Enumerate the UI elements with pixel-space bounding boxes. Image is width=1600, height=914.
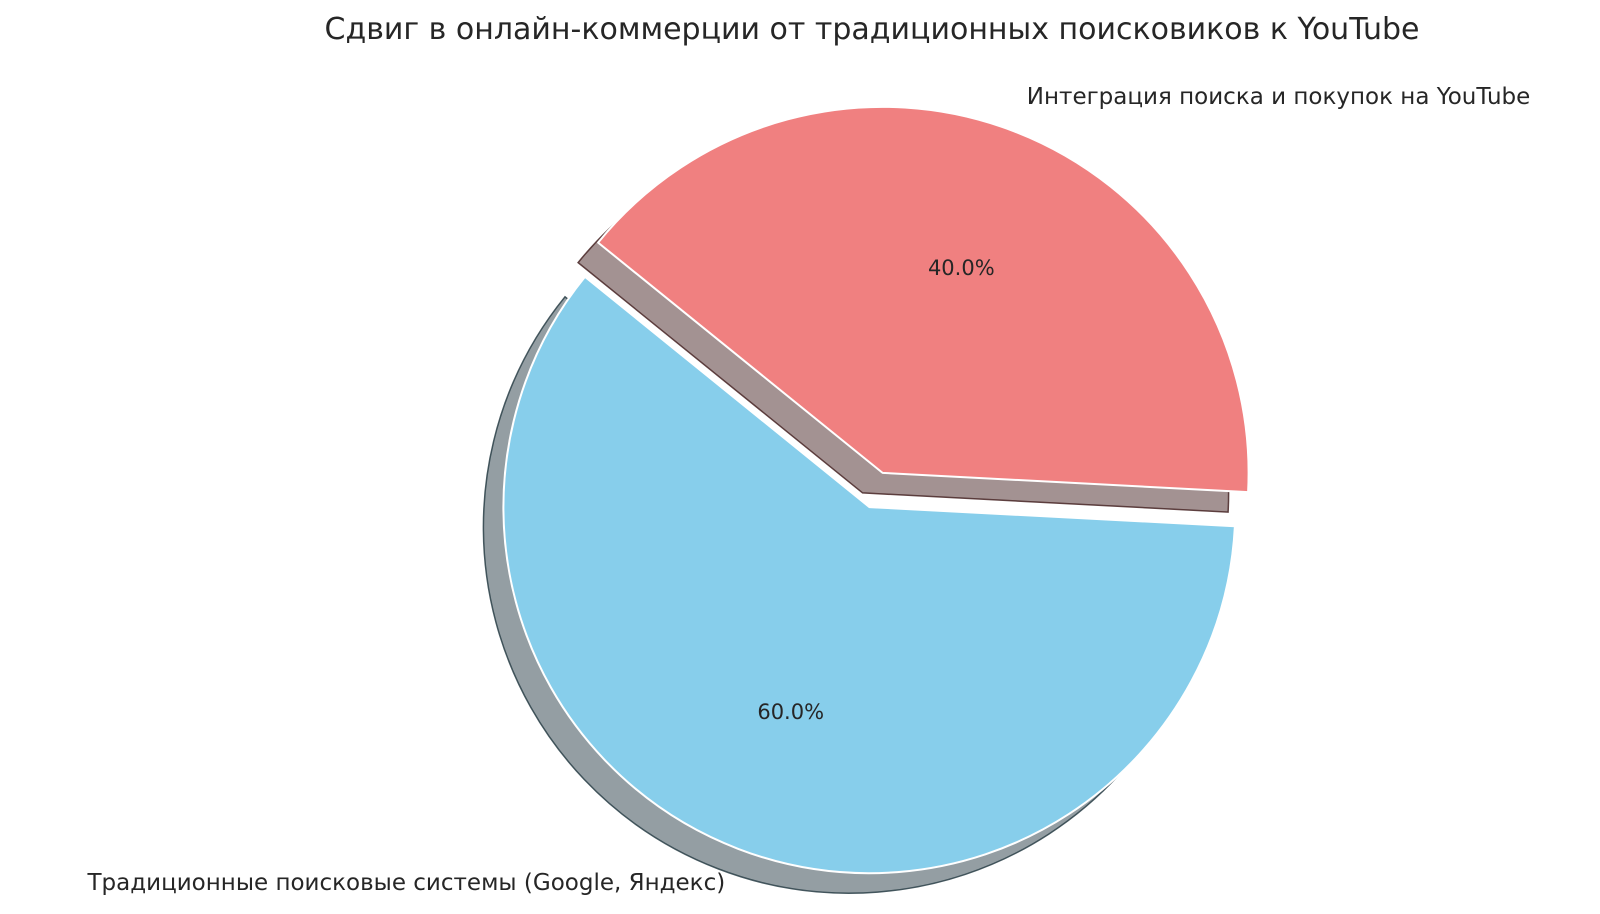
percent-label-0: 40.0% bbox=[928, 256, 995, 280]
slice-label-1: Традиционные поисковые системы (Google, … bbox=[86, 870, 725, 896]
pie-slice-1 bbox=[502, 275, 1236, 875]
slice-label-0: Интеграция поиска и покупок на YouTube bbox=[1027, 84, 1530, 110]
pie-slice-0 bbox=[597, 105, 1250, 494]
percent-label-1: 60.0% bbox=[757, 700, 824, 724]
chart-title: Сдвиг в онлайн-коммерции от традиционных… bbox=[324, 12, 1420, 47]
